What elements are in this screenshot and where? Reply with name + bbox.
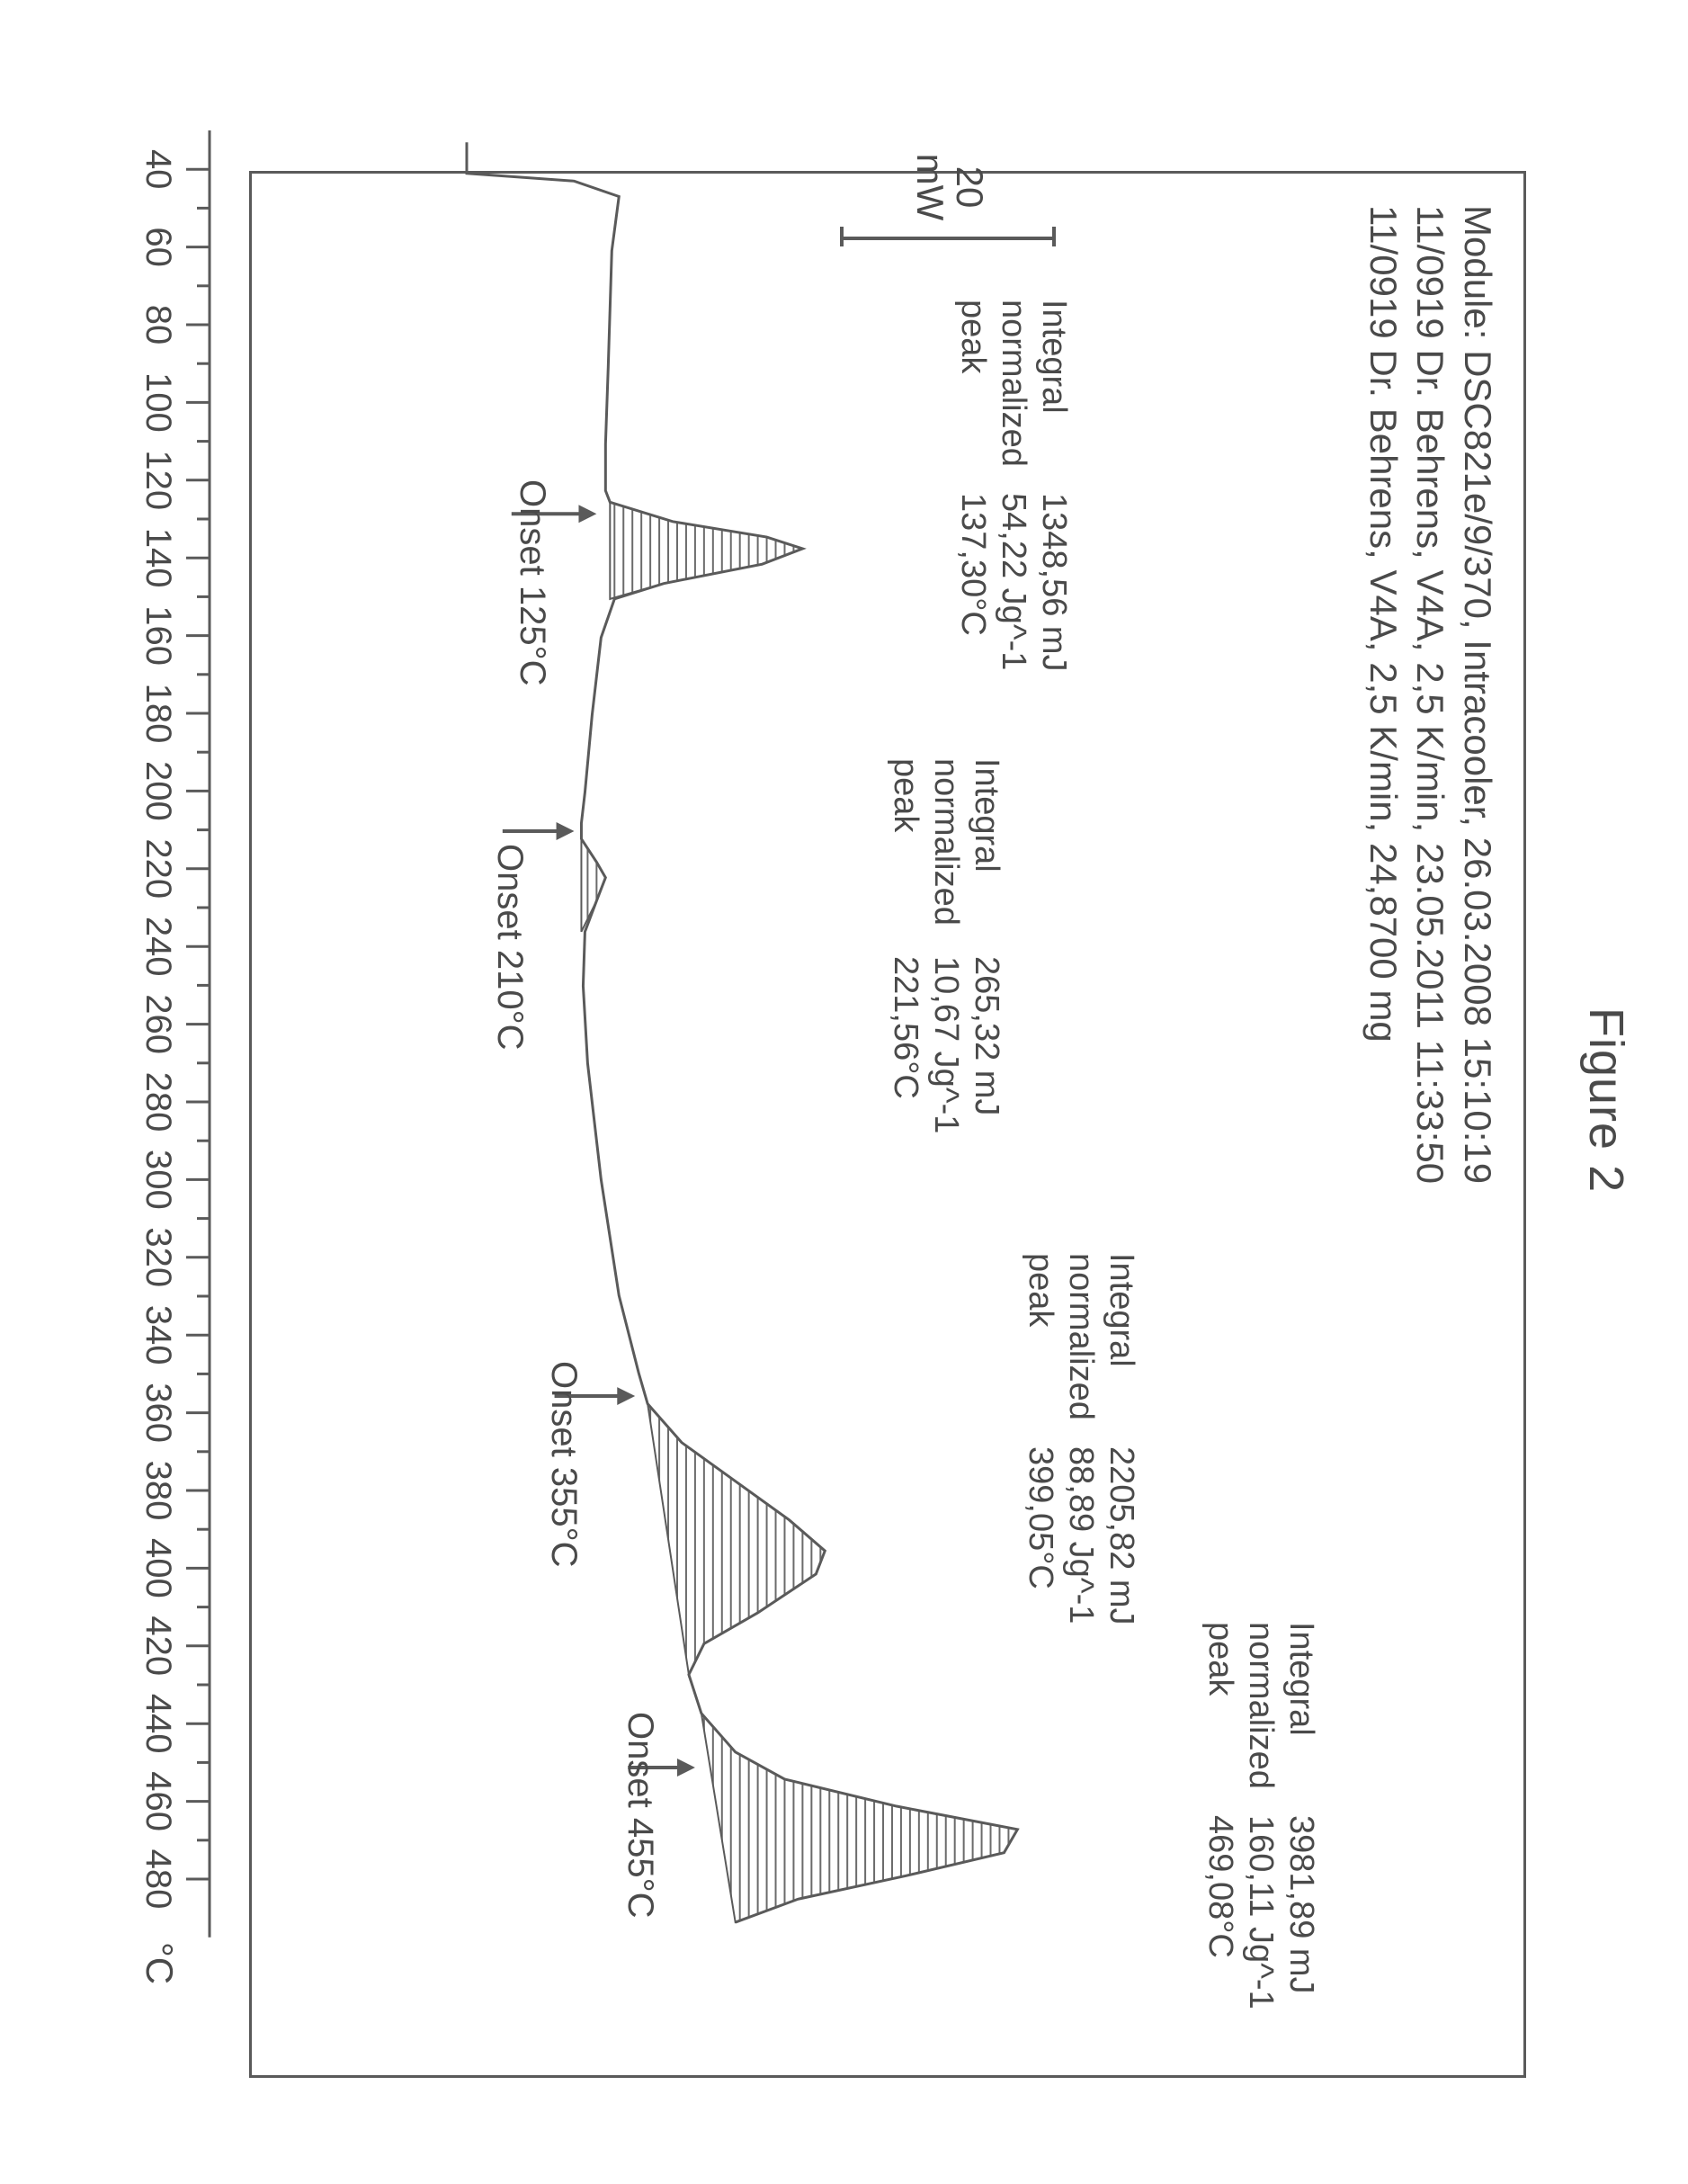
figure-title: Figure 2 (1578, 1007, 1634, 1193)
x-tick-label: 100 (138, 372, 178, 433)
x-tick-label: 300 (138, 1150, 178, 1210)
x-axis-unit: °C (138, 1942, 181, 1984)
peak-field-labels: Integral normalized peak (886, 758, 1006, 926)
peak-hatched-area (701, 1714, 1018, 1922)
x-tick-label: 120 (138, 450, 178, 510)
x-tick-label: 60 (138, 227, 178, 267)
chart-frame: Module: DSC821e/9/370, Intracooler, 26.0… (249, 171, 1526, 2078)
x-tick-label: 240 (138, 917, 178, 977)
x-tick-label: 180 (138, 684, 178, 744)
onset-arrow-icon (503, 822, 575, 840)
x-tick-label: 160 (138, 605, 178, 666)
peak-values: 3981,89 mJ 160,11 Jg^-1 469,08°C (1201, 1815, 1321, 2009)
x-tick-label: 200 (138, 761, 178, 821)
onset-label: Onset 455°C (620, 1712, 660, 1918)
peak-hatched-area (610, 502, 802, 599)
x-tick-label: 280 (138, 1072, 178, 1132)
peak-values: 2205,82 mJ 88,89 Jg^-1 399,05°C (1021, 1446, 1141, 1625)
x-tick-label: 340 (138, 1305, 178, 1365)
peak-field-labels: Integral normalized peak (1021, 1253, 1141, 1420)
x-tick-label: 380 (138, 1461, 178, 1521)
x-tick-label: 320 (138, 1227, 178, 1287)
x-tick-label: 80 (138, 305, 178, 345)
peak-field-labels: Integral normalized peak (953, 300, 1074, 467)
x-tick-label: 220 (138, 838, 178, 899)
x-tick-label: 440 (138, 1694, 178, 1754)
x-tick-label: 480 (138, 1849, 178, 1910)
peak-values: 1348,56 mJ 54,22 Jg^-1 137,30°C (953, 493, 1074, 672)
x-tick-label: 140 (138, 528, 178, 588)
onset-label: Onset 210°C (489, 844, 530, 1050)
x-tick-label: 460 (138, 1771, 178, 1831)
landscape-stage: Figure 2 Module: DSC821e/9/370, Intracoo… (0, 0, 1688, 2184)
onset-label: Onset 125°C (512, 479, 552, 685)
x-tick-label: 360 (138, 1383, 178, 1443)
x-tick-label: 40 (138, 149, 178, 190)
x-tick-label: 260 (138, 994, 178, 1054)
onset-label: Onset 355°C (543, 1361, 584, 1567)
peak-values: 265,32 mJ 10,67 Jg^-1 221,56°C (886, 956, 1006, 1133)
peak-field-labels: Integral normalized peak (1201, 1622, 1321, 1789)
x-tick-label: 420 (138, 1616, 178, 1676)
x-tick-label: 400 (138, 1538, 178, 1598)
peak-hatched-area (648, 1404, 825, 1675)
x-axis-temperature: 40 60 80 100 120 140 160 180 200 220 240 260 280 300 3… (69, 130, 222, 2100)
